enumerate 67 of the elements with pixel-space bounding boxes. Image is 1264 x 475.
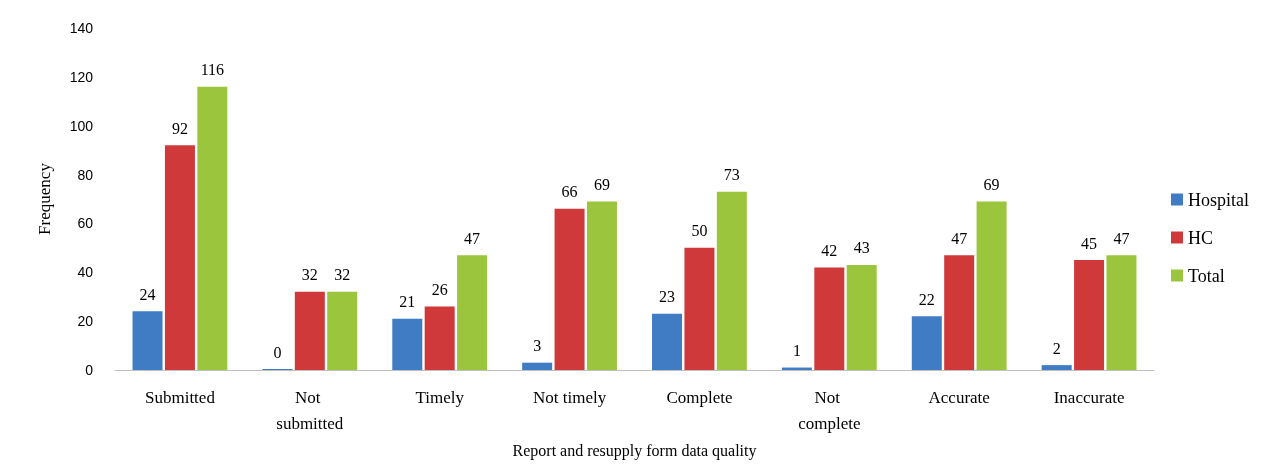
data-label: 69	[983, 175, 1000, 193]
data-label: 42	[821, 241, 838, 259]
legend-label: HC	[1188, 227, 1214, 248]
x-tick-label: Not complete	[798, 387, 861, 433]
data-label: 50	[691, 222, 708, 240]
bar	[424, 306, 455, 370]
y-tick-label: 40	[77, 264, 94, 281]
data-label: 47	[1113, 229, 1130, 247]
y-tick-label: 140	[69, 20, 94, 36]
data-label: 22	[918, 290, 935, 308]
y-tick-label: 60	[77, 215, 94, 232]
bar	[522, 362, 553, 370]
data-label: 26	[431, 280, 448, 298]
data-label: 24	[139, 285, 156, 303]
bar	[392, 318, 423, 370]
data-label: 47	[951, 229, 968, 247]
bar	[846, 264, 877, 370]
x-tick-label: Complete	[666, 387, 733, 407]
bar	[327, 291, 358, 370]
data-label: 116	[200, 61, 225, 79]
y-tick-label: 20	[77, 313, 94, 330]
x-tick-label: Accurate	[928, 387, 990, 407]
bar	[976, 201, 1007, 370]
data-label: 32	[334, 266, 351, 284]
legend-label: Total	[1188, 265, 1225, 286]
data-label: 69	[593, 175, 610, 193]
data-label: 45	[1081, 234, 1098, 252]
y-tick-label: 120	[69, 68, 94, 85]
data-label: 2	[1052, 339, 1061, 357]
data-label: 21	[399, 293, 416, 311]
y-tick-label: 80	[77, 166, 94, 183]
x-tick-label: Not submitted	[276, 387, 344, 433]
data-label: 0	[273, 343, 282, 361]
y-axis-title: Frequency	[35, 162, 54, 235]
bar	[1041, 365, 1072, 370]
x-axis-title: Report and resupply form data quality	[512, 441, 757, 460]
x-tick-label: Not timely	[532, 387, 607, 407]
bar	[1106, 255, 1137, 370]
data-label: 92	[171, 119, 188, 137]
data-label: 73	[723, 166, 740, 184]
x-tick-label: Submitted	[144, 387, 216, 407]
bar	[586, 201, 617, 370]
y-tick-label: 0	[85, 362, 94, 378]
data-label: 66	[561, 183, 578, 201]
x-tick-label: Timely	[415, 387, 465, 407]
bar	[684, 247, 715, 370]
bar	[294, 291, 325, 370]
bar	[132, 311, 163, 370]
data-label: 3	[533, 337, 542, 355]
data-label: 43	[853, 239, 870, 257]
data-label: 1	[792, 342, 801, 360]
bar	[944, 255, 975, 370]
legend-label: Hospital	[1188, 189, 1249, 210]
bar	[164, 145, 195, 370]
bar	[457, 255, 488, 370]
bar	[814, 267, 845, 370]
y-tick-label: 100	[69, 117, 94, 134]
x-tick-label: Inaccurate	[1053, 387, 1125, 407]
bar	[716, 191, 747, 370]
bar	[1074, 260, 1105, 370]
bar	[911, 316, 942, 370]
data-label: 47	[464, 229, 481, 247]
bar	[554, 208, 585, 370]
bar	[197, 86, 228, 370]
data-label: 32	[301, 266, 318, 284]
bar	[652, 313, 683, 370]
data-label: 23	[659, 288, 676, 306]
